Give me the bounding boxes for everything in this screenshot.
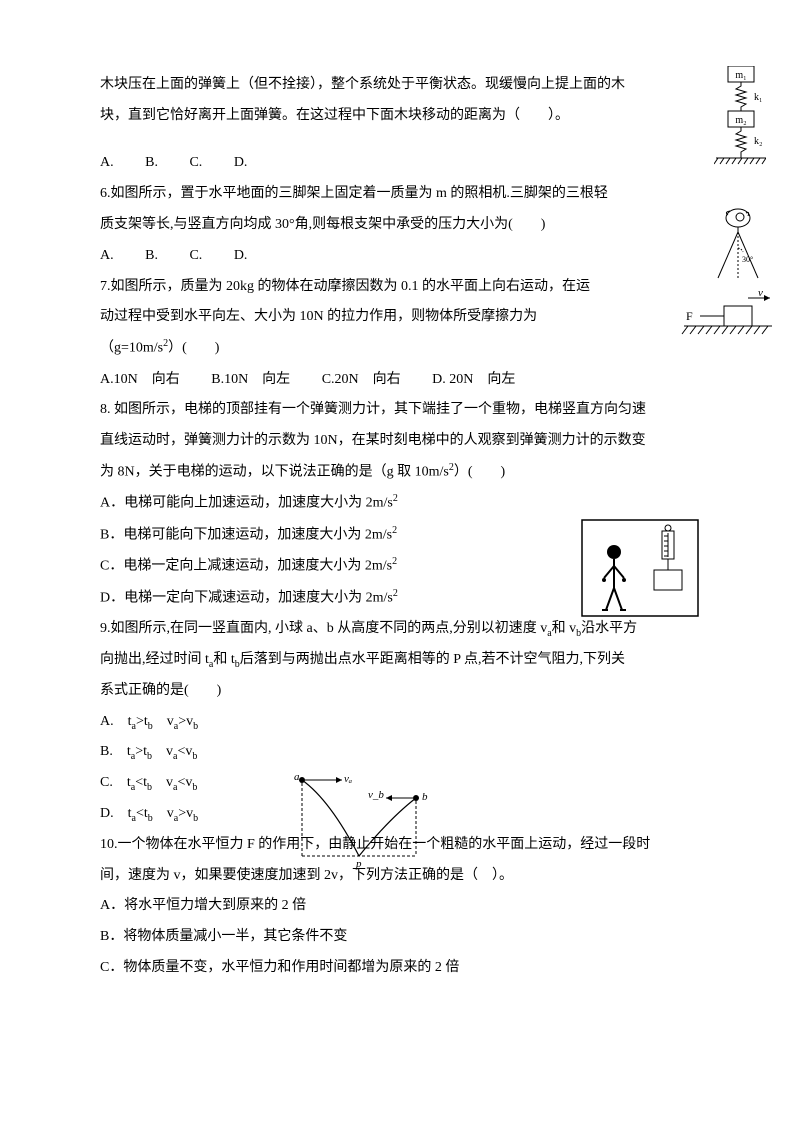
q5-options: A. B. C. D. xyxy=(100,148,700,179)
label-m1: m₁ xyxy=(735,70,746,81)
q7-optD: D. 20N 向左 xyxy=(432,372,515,387)
q5-line1: 木块压在上面的弹簧上（但不拴接），整个系统处于平衡状态。现缓慢向上提上面的木 xyxy=(100,70,700,101)
q5-optC: C. xyxy=(189,155,202,170)
label-m2: m₂ xyxy=(735,115,746,126)
q10-optB: B．将物体质量减小一半，其它条件不变 xyxy=(100,922,700,953)
figure-projectile: a vₐ b v_b p xyxy=(290,770,430,870)
figure-spring-system: m₁ k₁ m₂ k₂ xyxy=(714,66,766,186)
q10-optA: A．将水平恒力增大到原来的 2 倍 xyxy=(100,891,700,922)
q6-optC: C. xyxy=(189,248,202,263)
figure-elevator xyxy=(580,518,700,618)
q6-line2: 质支架等长,与竖直方向均成 30°角,则每根支架中承受的压力大小为( ) xyxy=(100,210,700,241)
q6-optB: B. xyxy=(145,248,158,263)
label-p: p xyxy=(355,858,362,870)
figure-friction-block: v F xyxy=(676,290,772,344)
label-k2: k₂ xyxy=(754,136,763,147)
q7-line1: 7.如图所示，质量为 20kg 的物体在动摩擦因数为 0.1 的水平面上向右运动… xyxy=(100,272,700,303)
q7-optB: B.10N 向左 xyxy=(211,372,290,387)
q8-line1: 8. 如图所示，电梯的顶部挂有一个弹簧测力计，其下端挂了一个重物，电梯竖直方向匀… xyxy=(100,395,700,426)
label-k1: k₁ xyxy=(754,92,763,103)
q7-line3: （g=10m/s2）( ) xyxy=(100,333,700,364)
label-vb: v_b xyxy=(368,789,384,801)
q9-line3: 系式正确的是( ) xyxy=(100,676,700,707)
q7-line2: 动过程中受到水平向左、大小为 10N 的拉力作用，则物体所受摩擦力为 xyxy=(100,302,700,333)
q9-optA: A. ta>tb va>vb xyxy=(100,707,700,738)
q8-line2: 直线运动时，弹簧测力计的示数为 10N，在某时刻电梯中的人观察到弹簧测力计的示数… xyxy=(100,426,700,457)
q9-line2: 向抛出,经过时间 ta和 tb后落到与两抛出点水平距离相等的 P 点,若不计空气… xyxy=(100,645,700,676)
q8-optA: A．电梯可能向上加速运动，加速度大小为 2m/s2 xyxy=(100,488,700,519)
label-va: vₐ xyxy=(344,773,352,785)
q6-optA: A. xyxy=(100,248,114,263)
label-angle: 30° xyxy=(742,255,753,264)
q10-optC: C．物体质量不变，水平恒力和作用时间都增为原来的 2 倍 xyxy=(100,953,700,984)
label-a: a xyxy=(294,771,300,783)
q7-options: A.10N 向右 B.10N 向左 C.20N 向右 D. 20N 向左 xyxy=(100,365,700,396)
q6-line1: 6.如图所示，置于水平地面的三脚架上固定着一质量为 m 的照相机.三脚架的三根轻 xyxy=(100,179,700,210)
q9-optB: B. ta>tb va<vb xyxy=(100,737,700,768)
q5-optB: B. xyxy=(145,155,158,170)
q5-optD: D. xyxy=(234,155,248,170)
q6-options: A. B. C. D. xyxy=(100,241,700,272)
physics-exam-page: m₁ k₁ m₂ k₂ 30° xyxy=(0,0,800,1024)
q5-line2: 块，直到它恰好离开上面弹簧。在这过程中下面木块移动的距离为（ ）。 xyxy=(100,101,700,132)
q8-line3: 为 8N，关于电梯的运动，以下说法正确的是（g 取 10m/s2）( ) xyxy=(100,457,700,488)
figure-tripod: 30° xyxy=(710,208,770,282)
label-v: v xyxy=(758,290,763,299)
spacer xyxy=(100,132,700,149)
label-F: F xyxy=(686,309,693,323)
q5-optA: A. xyxy=(100,155,114,170)
q7-optA: A.10N 向右 xyxy=(100,372,180,387)
q9-line1: 9.如图所示,在同一竖直面内, 小球 a、b 从高度不同的两点,分别以初速度 v… xyxy=(100,614,700,645)
q7-optC: C.20N 向右 xyxy=(322,372,401,387)
label-b: b xyxy=(422,791,428,803)
q6-optD: D. xyxy=(234,248,248,263)
